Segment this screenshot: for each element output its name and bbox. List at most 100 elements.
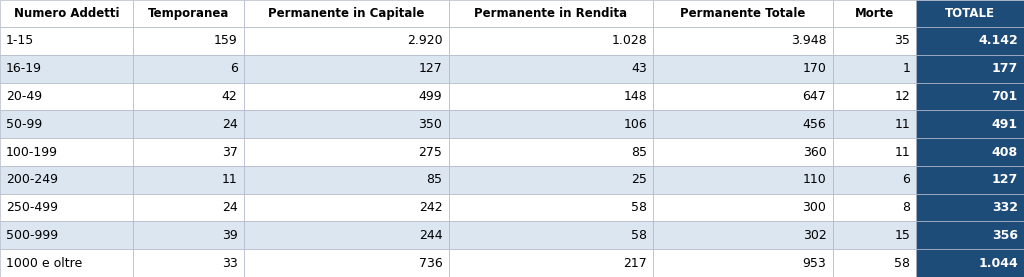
Text: 50-99: 50-99 <box>6 118 42 131</box>
Text: 953: 953 <box>803 257 826 270</box>
Text: 110: 110 <box>803 173 826 186</box>
Text: 244: 244 <box>419 229 442 242</box>
Text: 58: 58 <box>631 201 647 214</box>
Bar <box>833 194 916 221</box>
Bar <box>833 27 916 55</box>
Bar <box>0 166 133 194</box>
Text: 11: 11 <box>222 173 238 186</box>
Text: Temporanea: Temporanea <box>147 7 229 20</box>
Bar <box>916 138 1024 166</box>
Text: 33: 33 <box>222 257 238 270</box>
Text: 701: 701 <box>991 90 1018 103</box>
Bar <box>916 83 1024 110</box>
Text: 456: 456 <box>803 118 826 131</box>
Bar <box>133 83 244 110</box>
Bar <box>449 138 653 166</box>
Bar <box>133 55 244 83</box>
Bar <box>653 249 833 277</box>
Bar <box>0 194 133 221</box>
Text: 8: 8 <box>902 201 910 214</box>
Text: 6: 6 <box>229 62 238 75</box>
Bar <box>449 27 653 55</box>
Text: 217: 217 <box>624 257 647 270</box>
Text: 37: 37 <box>221 145 238 158</box>
Text: 1: 1 <box>902 62 910 75</box>
Bar <box>916 55 1024 83</box>
Bar <box>449 110 653 138</box>
Text: 12: 12 <box>895 90 910 103</box>
Text: 24: 24 <box>222 201 238 214</box>
Bar <box>916 249 1024 277</box>
Text: 85: 85 <box>426 173 442 186</box>
Bar <box>244 221 449 249</box>
Bar <box>653 27 833 55</box>
Text: 1.028: 1.028 <box>611 34 647 47</box>
Text: 250-499: 250-499 <box>6 201 58 214</box>
Text: 15: 15 <box>894 229 910 242</box>
Bar <box>244 27 449 55</box>
Text: 148: 148 <box>624 90 647 103</box>
Text: 3.948: 3.948 <box>791 34 826 47</box>
Text: 2.920: 2.920 <box>407 34 442 47</box>
Bar <box>833 0 916 27</box>
Bar <box>0 0 133 27</box>
Bar <box>653 83 833 110</box>
Bar <box>916 166 1024 194</box>
Text: 58: 58 <box>894 257 910 270</box>
Text: 127: 127 <box>991 173 1018 186</box>
Bar <box>244 194 449 221</box>
Bar <box>449 0 653 27</box>
Bar <box>449 166 653 194</box>
Bar <box>833 166 916 194</box>
Bar <box>833 55 916 83</box>
Text: 177: 177 <box>991 62 1018 75</box>
Text: 25: 25 <box>631 173 647 186</box>
Text: 1000 e oltre: 1000 e oltre <box>6 257 82 270</box>
Bar <box>133 27 244 55</box>
Bar <box>133 249 244 277</box>
Text: 159: 159 <box>214 34 238 47</box>
Text: 42: 42 <box>222 90 238 103</box>
Text: 1.044: 1.044 <box>978 257 1018 270</box>
Bar <box>0 249 133 277</box>
Bar <box>133 194 244 221</box>
Text: 499: 499 <box>419 90 442 103</box>
Text: 332: 332 <box>992 201 1018 214</box>
Text: 350: 350 <box>419 118 442 131</box>
Bar <box>653 110 833 138</box>
Text: 11: 11 <box>895 118 910 131</box>
Bar <box>449 249 653 277</box>
Bar <box>244 110 449 138</box>
Text: 200-249: 200-249 <box>6 173 58 186</box>
Bar <box>916 221 1024 249</box>
Bar <box>0 110 133 138</box>
Text: 647: 647 <box>803 90 826 103</box>
Bar <box>449 55 653 83</box>
Text: 85: 85 <box>631 145 647 158</box>
Bar <box>244 83 449 110</box>
Bar <box>244 0 449 27</box>
Text: 24: 24 <box>222 118 238 131</box>
Text: 58: 58 <box>631 229 647 242</box>
Text: 106: 106 <box>624 118 647 131</box>
Bar <box>0 83 133 110</box>
Bar <box>0 55 133 83</box>
Text: 170: 170 <box>803 62 826 75</box>
Text: Permanente in Capitale: Permanente in Capitale <box>268 7 424 20</box>
Bar <box>0 27 133 55</box>
Text: 491: 491 <box>991 118 1018 131</box>
Bar <box>833 110 916 138</box>
Bar <box>449 83 653 110</box>
Bar <box>653 138 833 166</box>
Text: 11: 11 <box>895 145 910 158</box>
Bar <box>916 27 1024 55</box>
Bar <box>833 138 916 166</box>
Text: 39: 39 <box>222 229 238 242</box>
Bar <box>133 110 244 138</box>
Bar <box>449 221 653 249</box>
Bar <box>244 55 449 83</box>
Bar <box>244 249 449 277</box>
Text: 275: 275 <box>419 145 442 158</box>
Text: Morte: Morte <box>855 7 894 20</box>
Bar <box>916 0 1024 27</box>
